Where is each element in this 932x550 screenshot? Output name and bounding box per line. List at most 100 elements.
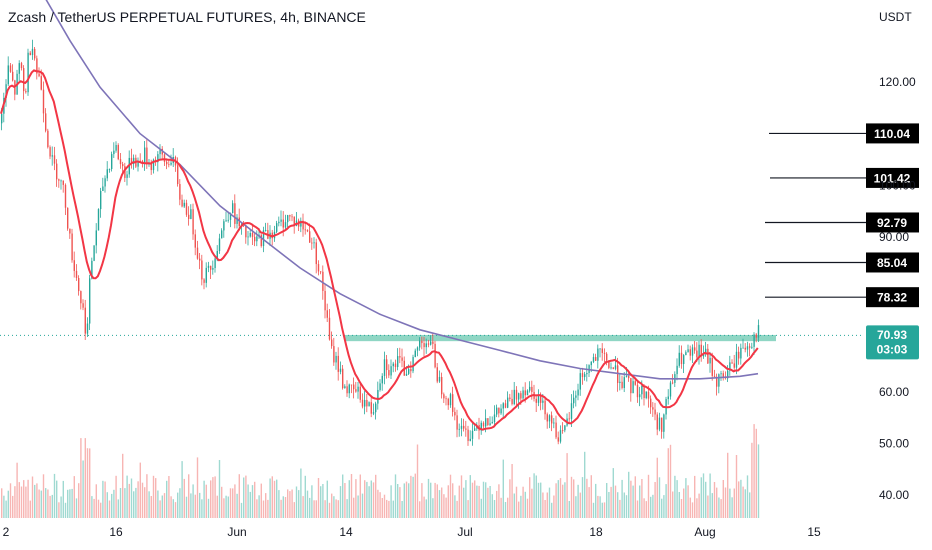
price-axis[interactable]: 120.00 100.00 90.00 60.00 50.00 40.00 (879, 75, 916, 502)
candle-body (216, 251, 218, 259)
volume-bar (716, 487, 718, 518)
candle-body (740, 347, 742, 359)
volume-bar (238, 474, 240, 518)
volume-bar (42, 474, 45, 518)
volume-bar (460, 475, 463, 518)
volume-bar (551, 502, 553, 518)
volume-bar (170, 496, 172, 518)
volume-bar (628, 471, 630, 518)
candle-body (597, 348, 599, 361)
candle-body (568, 418, 570, 420)
candle-body (650, 398, 652, 408)
volume-bar (584, 451, 586, 518)
volume-bar (465, 480, 467, 518)
candle-body (729, 362, 731, 371)
volume-bar (724, 487, 727, 518)
volume-bar (696, 498, 698, 518)
volume-bar (102, 480, 104, 518)
volume-bar (436, 484, 438, 518)
volume-bar (331, 493, 333, 518)
volume-bar (379, 492, 381, 518)
candle-body (397, 356, 399, 368)
candle-body (755, 334, 757, 338)
horizontal-levels: 110.04 101.42 92.79 85.04 78.32 (765, 123, 919, 308)
candle-body (5, 84, 7, 99)
level-label: 92.79 (877, 216, 907, 230)
candle-body (458, 428, 460, 430)
candle-body (735, 351, 738, 368)
candle-body (45, 113, 47, 131)
candle-body (256, 236, 258, 242)
candle-body (100, 190, 102, 210)
price-tick-label: 50.00 (879, 436, 909, 450)
volume-bar (645, 501, 647, 518)
candle-body (751, 346, 753, 348)
volume-bar (324, 500, 326, 518)
level-label-bg (866, 287, 919, 308)
volume-bar (526, 498, 529, 518)
candle-body (71, 233, 73, 261)
volume-bar (126, 475, 128, 518)
candle-body (742, 347, 744, 349)
volume-bar (746, 475, 749, 518)
candle-body (738, 351, 740, 359)
candle-body (78, 278, 80, 292)
volume-bar (405, 481, 408, 518)
volume-bar (49, 495, 51, 518)
volume-bar (705, 481, 707, 518)
volume-bar (691, 502, 694, 518)
volume-bar (166, 480, 168, 518)
volume-bar (711, 493, 713, 518)
time-axis[interactable]: 2 16 Jun 14 Jul 18 Aug 15 (3, 525, 821, 539)
volume-bar (1, 488, 3, 518)
candle-body (430, 341, 432, 345)
volume-bar (630, 480, 632, 518)
volume-bar (614, 485, 617, 518)
candle-body (51, 155, 53, 157)
volume-bar (322, 484, 324, 518)
volume-bar (482, 481, 485, 518)
candle-body (27, 52, 29, 93)
volume-bar (78, 483, 80, 518)
volume-bar (249, 491, 251, 518)
candle-body (337, 355, 339, 372)
candle-body (36, 58, 38, 74)
volume-bar (456, 500, 458, 518)
volume-bar (487, 487, 489, 518)
volume-bar (474, 480, 476, 518)
volume-bar (150, 496, 152, 518)
candle-body (203, 279, 205, 283)
candle-body (179, 184, 181, 200)
candle-body (108, 169, 111, 170)
volume-bar (80, 438, 82, 518)
candle-body (139, 160, 141, 162)
volume-bar (14, 486, 16, 518)
candle-body (344, 386, 346, 389)
volume-bar (753, 424, 755, 518)
volume-bar (694, 475, 696, 518)
volume-bar (529, 477, 531, 518)
candle-body (678, 352, 680, 366)
volume-bar (524, 491, 526, 518)
volume-bar (458, 485, 460, 518)
candle-body (592, 357, 595, 362)
volume-bar (89, 448, 91, 518)
candle-body (623, 377, 625, 388)
volume-bar (562, 484, 564, 518)
candle-body (322, 271, 324, 291)
volume-bar (128, 483, 130, 518)
volume-bar (350, 474, 353, 518)
time-tick-label: 2 (3, 525, 10, 539)
volume-bar (570, 476, 573, 518)
volume-bar (328, 502, 331, 518)
level-label: 78.32 (877, 291, 907, 305)
volume-bar (7, 490, 9, 518)
volume-bar (469, 475, 471, 518)
candle-body (355, 389, 357, 392)
volume-bar (713, 482, 716, 518)
volume-bar (188, 474, 190, 518)
level-label-bg (866, 212, 919, 233)
